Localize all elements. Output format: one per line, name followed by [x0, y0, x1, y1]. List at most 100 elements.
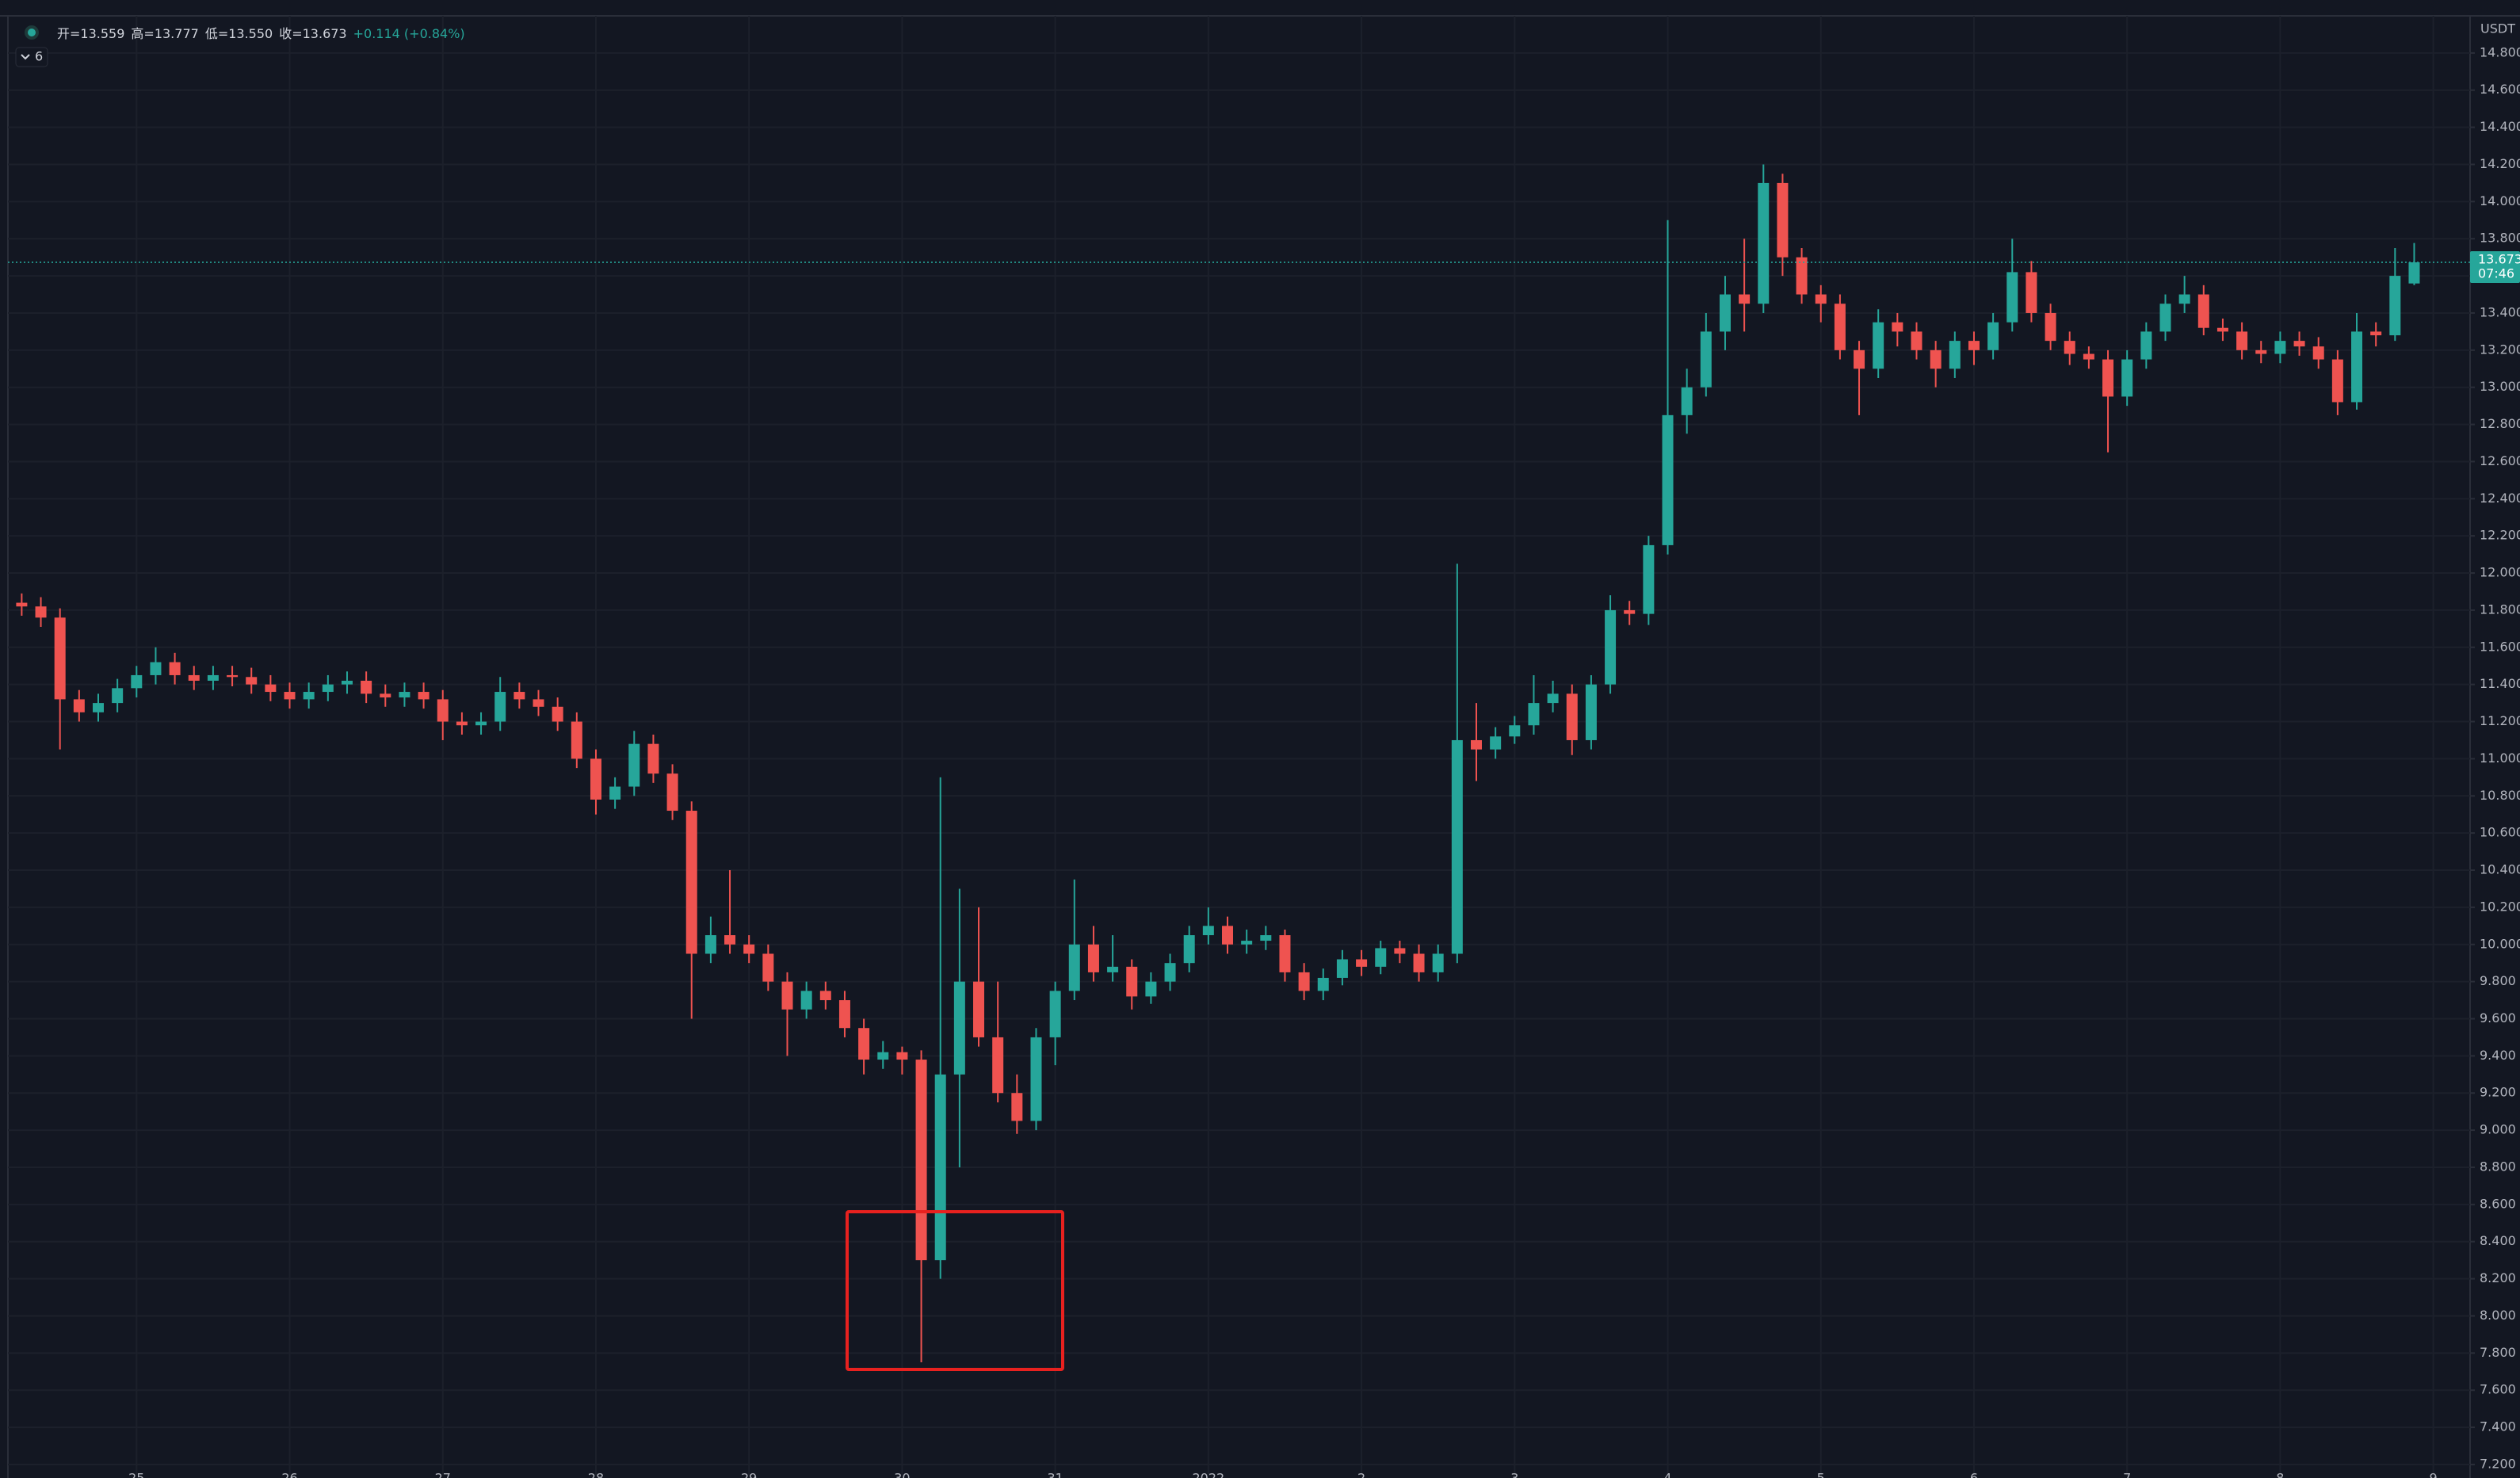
candle-body	[246, 677, 258, 685]
candle-body	[1700, 331, 1712, 388]
candle-body	[1394, 948, 1406, 954]
candle-body	[647, 743, 659, 774]
x-tick-label: 25	[128, 1471, 144, 1478]
candle-body	[762, 953, 774, 982]
y-tick-label: 13.400	[2480, 304, 2520, 319]
candle-body	[1911, 331, 1922, 350]
candle-body	[207, 674, 219, 681]
y-tick-label: 9.600	[2480, 1010, 2516, 1025]
candle-body	[35, 606, 47, 618]
x-tick-label: 6	[1970, 1471, 1978, 1478]
candles	[16, 164, 2420, 1363]
candle-body	[1777, 182, 1789, 258]
candle-body	[93, 703, 105, 712]
y-tick-label: 7.200	[2480, 1456, 2516, 1471]
candle-body	[1451, 739, 1463, 954]
y-tick-label: 9.400	[2480, 1048, 2516, 1063]
y-tick-label: 14.000	[2480, 193, 2520, 208]
x-tick-label: 28	[588, 1471, 604, 1478]
y-tick-label: 8.200	[2480, 1270, 2516, 1285]
candle-body	[1873, 322, 1884, 369]
candle-body	[2216, 327, 2228, 332]
candle-body	[1585, 684, 1597, 740]
candle-body	[1796, 257, 1808, 295]
candle-body	[1145, 981, 1157, 997]
candle-body	[1739, 294, 1751, 304]
ohlc-info: 开=13.559 高=13.777 低=13.550 收=13.673 +0.114 (…	[57, 26, 465, 41]
candle-body	[475, 721, 487, 726]
toolbar	[0, 0, 2520, 16]
candle-body	[1241, 941, 1253, 945]
candle-body	[112, 688, 124, 704]
candle-body	[418, 692, 430, 700]
candle-body	[704, 935, 716, 954]
y-tick-label: 11.400	[2480, 676, 2520, 691]
candle-body	[877, 1052, 889, 1060]
candle-body	[724, 935, 736, 945]
candle-body	[1719, 294, 1731, 332]
x-tick-label: 2022	[1192, 1471, 1224, 1478]
candle-body	[685, 811, 697, 954]
last-price-label: 13.673	[2478, 251, 2520, 266]
y-tick-label: 10.000	[2480, 936, 2520, 951]
y-tick-label: 14.600	[2480, 82, 2520, 97]
candle-body	[609, 786, 621, 800]
candle-body	[571, 721, 582, 759]
x-tick-label: 5	[1817, 1471, 1825, 1478]
candle-body	[973, 981, 985, 1037]
candle-body	[227, 674, 239, 678]
y-tick-label: 12.600	[2480, 453, 2520, 468]
candle-body	[934, 1074, 946, 1261]
candle-body	[437, 699, 449, 722]
candle-body	[2121, 359, 2133, 397]
chevron-icon	[21, 54, 30, 60]
candle-body	[2389, 276, 2401, 336]
y-tick-label: 9.200	[2480, 1085, 2516, 1100]
candle-body	[2140, 331, 2152, 360]
unit-label[interactable]: USDT	[2480, 21, 2515, 36]
x-tick-label: 31	[1047, 1471, 1063, 1478]
candle-body	[1164, 963, 1176, 982]
indicator-toggle[interactable]	[15, 47, 48, 67]
candle-body	[131, 674, 143, 689]
candle-body	[1432, 953, 1444, 972]
y-tick-label: 11.000	[2480, 750, 2520, 766]
x-tick-label: 3	[1510, 1471, 1518, 1478]
grid	[8, 16, 2470, 1476]
y-tick-label: 11.800	[2480, 602, 2520, 617]
candle-body	[1681, 387, 1693, 415]
y-tick-label: 14.800	[2480, 44, 2520, 59]
info-item: 开=13.559	[57, 26, 124, 41]
candle-body	[1815, 294, 1827, 304]
candle-body	[992, 1037, 1004, 1094]
candle-body	[1490, 736, 1502, 750]
candle-body	[800, 991, 812, 1010]
candle-body	[361, 680, 372, 694]
candle-body	[2083, 353, 2094, 360]
candle-body	[953, 981, 965, 1075]
candle-body	[1222, 926, 1234, 945]
candle-body	[380, 693, 391, 698]
candle-body	[1528, 703, 1540, 726]
candle-body	[1011, 1093, 1023, 1121]
candle-body	[1030, 1037, 1042, 1121]
y-tick-label: 8.800	[2480, 1159, 2516, 1174]
x-tick-label: 30	[894, 1471, 910, 1478]
candle-body	[838, 1000, 850, 1029]
candle-body	[1068, 944, 1080, 991]
candle-body	[743, 944, 755, 954]
candle-body	[1987, 322, 1999, 350]
candle-body	[341, 680, 353, 685]
y-tick-label: 7.400	[2480, 1419, 2516, 1434]
candle-body	[1375, 948, 1387, 967]
highlight-box	[846, 1210, 1064, 1371]
candle-body	[2293, 341, 2305, 347]
y-tick-label: 8.400	[2480, 1233, 2516, 1248]
candle-body	[150, 662, 162, 675]
candle-body	[2178, 294, 2190, 304]
candle-body	[1605, 609, 1617, 685]
candle-body	[73, 699, 85, 712]
info-item: 收=13.673	[279, 26, 346, 41]
candle-body	[1413, 953, 1425, 972]
x-tick-label: 7	[2123, 1471, 2131, 1478]
